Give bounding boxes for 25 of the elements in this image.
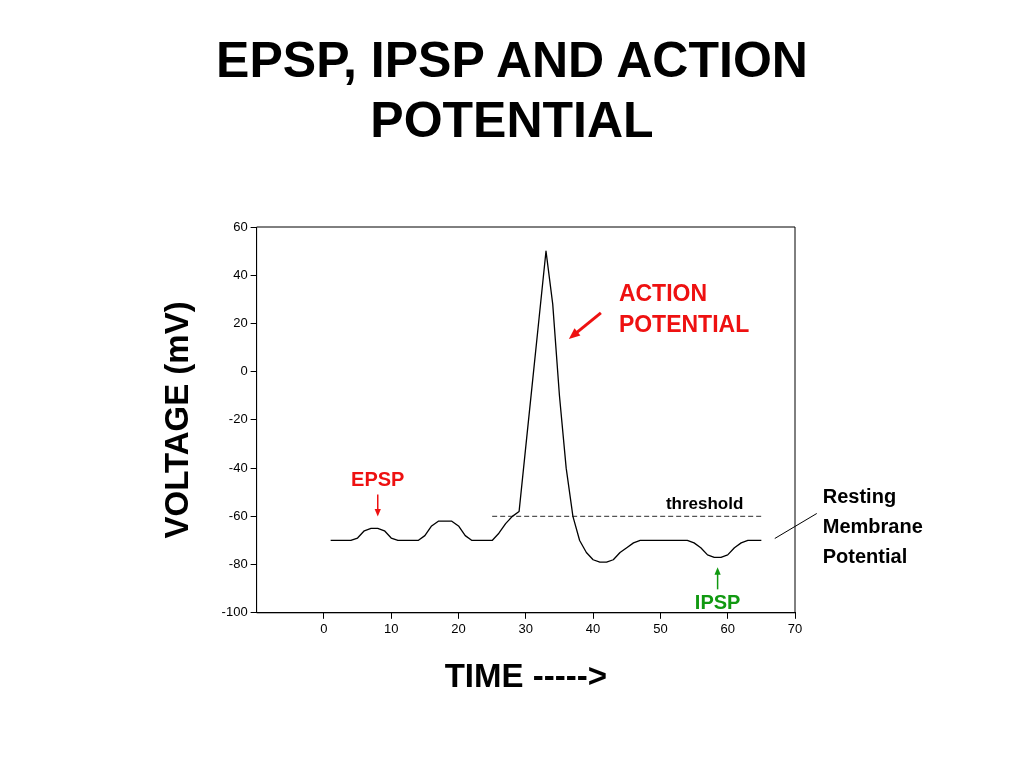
x-tick-label: 20 xyxy=(451,621,466,637)
y-tick-label: 60 xyxy=(233,218,248,234)
text: Resting Membrane Potential xyxy=(822,485,923,568)
annotation: EPSP xyxy=(351,467,405,490)
series-label: threshold xyxy=(665,493,744,513)
y-tick-label: -100 xyxy=(221,604,248,620)
x-tick-label: 30 xyxy=(518,621,534,637)
y-tick-label: 0 xyxy=(240,363,248,379)
y-tick-label: 20 xyxy=(233,315,248,331)
x-tick-label: 40 xyxy=(585,621,601,637)
x-tick-label: 60 xyxy=(720,621,735,637)
x-tick-label: 10 xyxy=(383,621,399,637)
y-tick-label: -40 xyxy=(228,459,248,475)
annotation: IPSP xyxy=(694,590,741,613)
x-tick-label: 0 xyxy=(320,621,328,637)
y-tick-label: -60 xyxy=(228,507,248,523)
x-tick-label: 70 xyxy=(787,621,803,637)
annotation: ACTION POTENTIAL xyxy=(618,280,750,338)
y-axis-title: VOLTAGE (mV) xyxy=(157,301,195,539)
y-tick-label: -20 xyxy=(228,411,248,427)
y-tick-label: -80 xyxy=(228,556,248,572)
chart-title: EPSP, IPSP AND ACTION POTENTIAL xyxy=(215,31,809,150)
x-tick-label: 50 xyxy=(653,621,668,637)
x-axis-title: TIME -----> xyxy=(444,657,607,695)
y-tick-label: 40 xyxy=(233,266,248,282)
